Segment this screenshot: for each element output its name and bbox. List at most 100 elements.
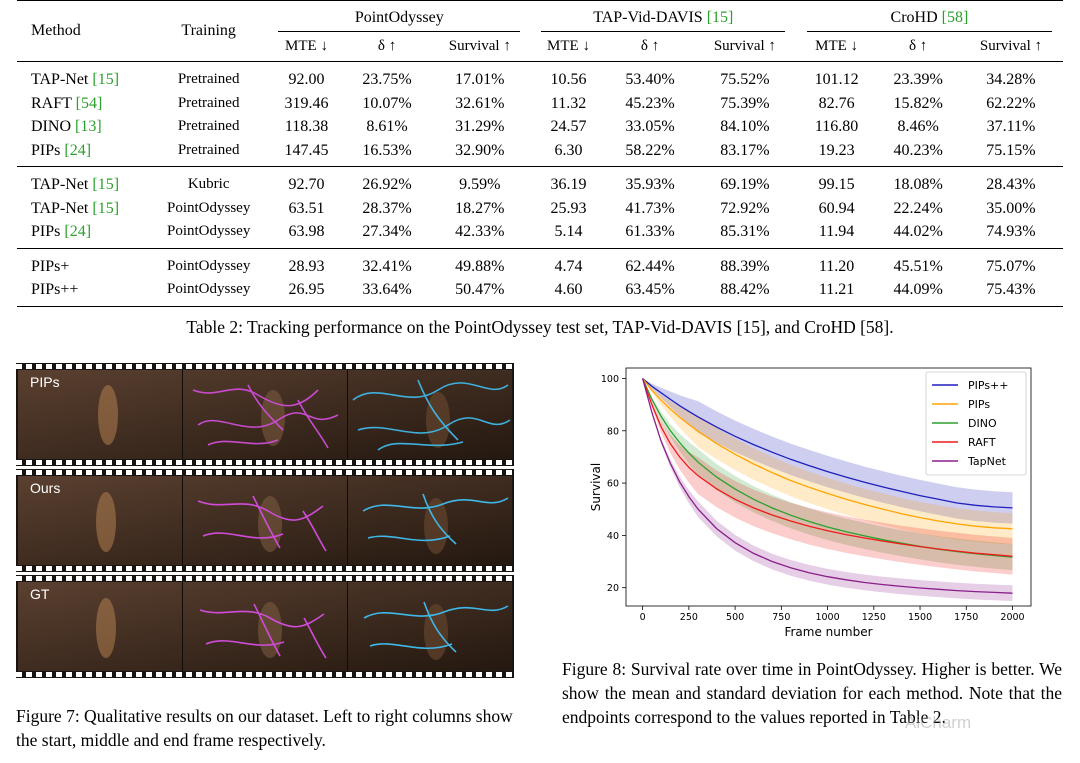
metric-value: 53.40%	[625, 71, 675, 88]
dataset-citation[interactable]: [58]	[941, 9, 969, 26]
x-tick-label: 1000	[815, 612, 839, 623]
method-citation[interactable]: [15]	[92, 71, 120, 88]
metric-value: 75.39%	[720, 94, 770, 112]
method-citation[interactable]: [24]	[64, 223, 92, 240]
metric-value: 116.80	[814, 118, 859, 135]
metric-value: 26.92%	[362, 176, 412, 193]
metric-value: 41.73%	[625, 199, 675, 217]
metric-value-best: 50.47%	[428, 278, 531, 307]
metric-value: 92.70	[288, 176, 325, 193]
figure8-caption: Figure 8: Survival rate over time in Poi…	[562, 659, 1062, 727]
qualitative-figure: PIPs Ours	[16, 363, 514, 678]
metric-value: 40.23%	[877, 138, 959, 167]
method-citation[interactable]: [54]	[75, 94, 103, 112]
legend-label: PIPs	[968, 398, 990, 411]
table-row: TAP-Net [15] Pretrained 92.00 23.75% 17.01% 1…	[17, 62, 1063, 92]
metric-value: 75.15%	[958, 138, 1063, 167]
y-tick-label: 80	[607, 426, 619, 437]
y-axis-label: Survival	[589, 463, 603, 511]
table-row: TAP-Net [15] Kubric 92.70 26.92% 9.59% 36.19 3…	[17, 167, 1063, 197]
row-label-pips: PIPs	[30, 374, 60, 390]
row-label-ours: Ours	[30, 480, 61, 496]
metric-value: 83.17%	[693, 138, 796, 167]
table-row: DINO [13] Pretrained 118.38 8.61% 31.29% 24.5…	[17, 115, 1063, 139]
header-dataset: CroHD [58]	[795, 0, 1063, 35]
method-citation[interactable]: [24]	[64, 141, 92, 159]
method-label: DINO	[31, 118, 75, 135]
x-tick-label: 1500	[908, 612, 932, 623]
method-label: PIPs	[31, 223, 65, 240]
metric-value: 16.53%	[345, 138, 429, 167]
frames-image-pips	[18, 370, 512, 459]
metric-value-best: 45.51%	[893, 257, 943, 275]
header-metric: MTE ↓	[795, 35, 878, 62]
metric-value: 319.46	[284, 94, 329, 112]
metric-value: 31.29%	[455, 118, 505, 135]
metric-value: 42.33%	[428, 220, 531, 249]
x-tick-label: 750	[772, 612, 790, 623]
metric-value-best: 75.43%	[958, 278, 1063, 307]
metric-value: 11.94	[795, 220, 878, 249]
metric-value-best: 33.64%	[345, 278, 429, 307]
axes-frame	[625, 367, 1032, 607]
legend-box	[925, 371, 1027, 476]
training-set: Pretrained	[177, 94, 240, 111]
x-tick-label: 0	[640, 612, 646, 623]
method-name: PIPs [24]	[17, 138, 150, 167]
method-citation[interactable]: [15]	[92, 199, 120, 217]
method-citation[interactable]: [15]	[92, 176, 120, 193]
metric-value: 88.39%	[720, 257, 770, 275]
metric-value: 72.92%	[720, 199, 770, 217]
header-metric: Survival ↑	[693, 35, 796, 62]
metric-value: 23.39%	[893, 71, 943, 88]
x-axis-label: Frame number	[784, 625, 872, 639]
results-table: Method Training PointOdyssey TAP-Vid-DAVIS …	[17, 0, 1063, 307]
header-training: Training	[149, 0, 268, 62]
table-row: PIPs++ PointOdyssey 26.95 33.64% 50.47% 4.60 6…	[17, 278, 1063, 307]
metric-value: 25.93	[550, 199, 587, 217]
metric-value-best: 26.95	[267, 278, 346, 307]
std-band-tapnet	[642, 378, 1013, 601]
survival-chart: 0 250 500 750 1000 1250 1500 1750 2000 20 40 60 80 10…	[586, 360, 1041, 645]
metric-value: 45.23%	[625, 94, 675, 112]
metric-value: 118.38	[284, 118, 329, 135]
legend-label: DINO	[968, 417, 997, 430]
metric-value: 34.28%	[986, 71, 1036, 88]
series-line-pips	[642, 378, 1013, 530]
watermark: AiCharm	[905, 713, 972, 732]
method-label: PIPs++	[31, 281, 79, 298]
method-label: TAP-Net	[31, 71, 93, 88]
frames-image-gt	[18, 582, 512, 671]
dataset-citation[interactable]: [15]	[706, 9, 734, 26]
metric-value: 61.33%	[606, 220, 694, 249]
method-name: TAP-Net [15]	[17, 167, 150, 197]
header-metric: δ ↑	[877, 35, 959, 62]
metric-value: 18.27%	[455, 199, 505, 217]
metric-value: 82.76	[818, 94, 855, 112]
method-citation[interactable]: [13]	[75, 118, 102, 135]
metric-value: 35.00%	[986, 199, 1036, 217]
dataset-name: CroHD	[890, 9, 942, 26]
metric-value: 35.93%	[625, 176, 675, 193]
table-row: PIPs+ PointOdyssey 28.93 32.41% 49.88% 4.74 62…	[17, 248, 1063, 278]
metric-value: 85.31%	[693, 220, 796, 249]
metric-value: 6.30	[530, 138, 607, 167]
header-metric: δ ↑	[606, 35, 694, 62]
row-label-gt: GT	[30, 586, 50, 602]
method-name: TAP-Net [15]	[17, 62, 150, 92]
legend-label: TapNet	[967, 455, 1007, 468]
method-name: PIPs++	[17, 278, 150, 307]
frames-image-ours	[18, 476, 512, 565]
metric-value: 74.93%	[958, 220, 1063, 249]
header-dataset: PointOdyssey	[267, 0, 531, 35]
dataset-name: PointOdyssey	[354, 9, 444, 26]
series-line-raft	[641, 378, 1013, 557]
series-line-tapnet	[641, 378, 1013, 594]
metric-value: 75.52%	[720, 71, 770, 88]
header-dataset: TAP-Vid-DAVIS [15]	[530, 0, 796, 35]
header-metric: Survival ↑	[958, 35, 1063, 62]
header-metric: Survival ↑	[428, 35, 531, 62]
metric-value: 18.08%	[893, 176, 943, 193]
plot-area: 0 250 500 750 1000 1250 1500 1750 2000 20 40 60 80 10…	[589, 367, 1032, 639]
training-set: PointOdyssey	[149, 220, 268, 249]
